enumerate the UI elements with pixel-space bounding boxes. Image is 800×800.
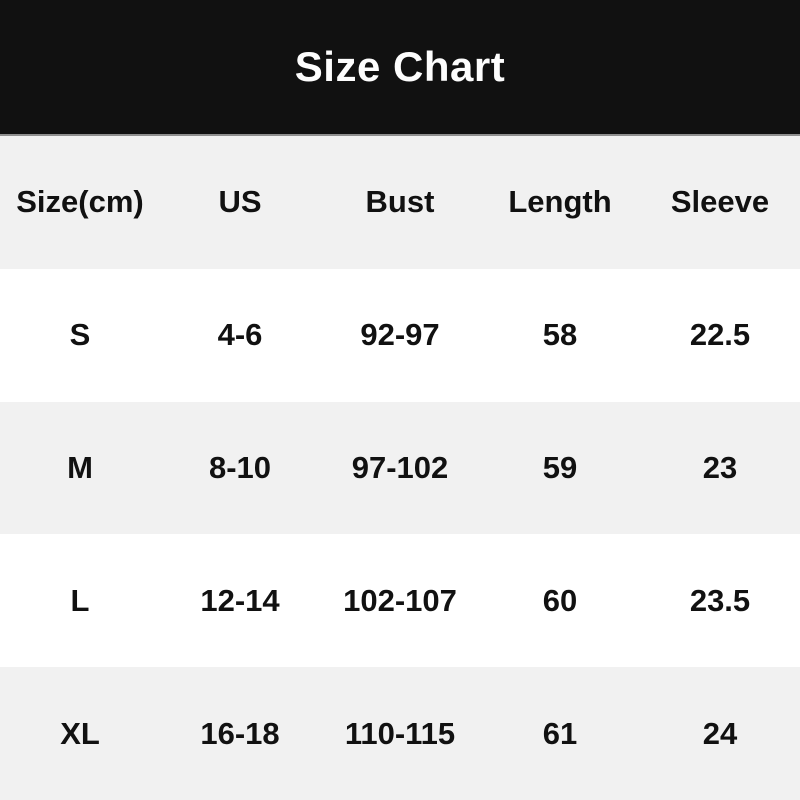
length-cell: 61 [542,715,578,751]
size-cell: S [69,317,91,353]
size-chart-banner: Size Chart [0,0,800,136]
bust-cell: 102-107 [343,582,457,618]
sleeve-cell: 23 [702,449,738,485]
bust-cell: 92-97 [360,317,440,353]
length-cell: 59 [542,449,578,485]
column-header-sleeve: Sleeve [670,184,770,220]
size-chart-table: Size(cm) US Bust Length Sleeve S 4-6 92-… [0,136,800,800]
column-header-us: US [218,184,262,220]
table-row-s: S 4-6 92-97 58 22.5 [0,268,800,402]
sleeve-cell: 23.5 [689,582,751,618]
column-header-size: Size(cm) [16,184,144,220]
size-cell: M [67,449,93,485]
sleeve-cell: 22.5 [689,317,751,353]
length-cell: 58 [542,317,578,353]
sleeve-cell: 24 [702,715,738,751]
us-cell: 16-18 [200,715,280,751]
page-title: Size Chart [294,43,506,90]
table-header-row: Size(cm) US Bust Length Sleeve [0,136,800,269]
length-cell: 60 [542,582,578,618]
bust-cell: 110-115 [344,715,456,751]
table-row-m: M 8-10 97-102 59 23 [0,401,800,535]
size-cell: XL [60,715,100,751]
us-cell: 4-6 [217,317,263,353]
table-row-xl: XL 16-18 110-115 61 24 [0,667,800,800]
column-header-bust: Bust [365,184,435,220]
bust-cell: 97-102 [351,449,449,485]
us-cell: 12-14 [200,582,280,618]
column-header-length: Length [508,184,612,220]
us-cell: 8-10 [208,449,272,485]
table-row-l: L 12-14 102-107 60 23.5 [0,534,800,668]
size-cell: L [70,582,90,618]
